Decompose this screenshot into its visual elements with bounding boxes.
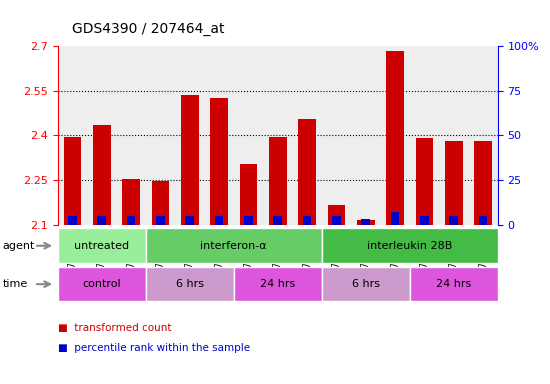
Bar [156, 216, 165, 225]
Bar [58, 228, 146, 263]
Bar [126, 216, 135, 225]
Bar [449, 216, 458, 225]
Bar [478, 216, 487, 225]
Bar [328, 205, 345, 225]
Bar [214, 216, 223, 225]
Text: 6 hrs: 6 hrs [352, 279, 379, 289]
Bar [322, 228, 498, 263]
Bar [298, 119, 316, 225]
Text: time: time [3, 279, 28, 289]
Text: interferon-α: interferon-α [200, 241, 267, 251]
Bar [302, 216, 311, 225]
Bar [357, 220, 375, 225]
Bar [416, 138, 433, 225]
Bar [64, 137, 81, 225]
Bar [93, 125, 111, 225]
Text: control: control [82, 279, 121, 289]
Text: untreated: untreated [74, 241, 129, 251]
Bar [322, 267, 410, 301]
Bar [361, 219, 370, 225]
Bar [410, 267, 498, 301]
Text: interleukin 28B: interleukin 28B [367, 241, 453, 251]
Text: 6 hrs: 6 hrs [176, 279, 204, 289]
Bar [390, 212, 399, 225]
Bar [58, 267, 146, 301]
Bar [386, 51, 404, 225]
Bar [181, 95, 199, 225]
Bar [332, 216, 341, 225]
Bar [152, 182, 169, 225]
Text: GDS4390 / 207464_at: GDS4390 / 207464_at [72, 22, 224, 36]
Bar [269, 137, 287, 225]
Bar [122, 179, 140, 225]
Text: ■  transformed count: ■ transformed count [58, 323, 171, 333]
Bar [146, 228, 322, 263]
Text: agent: agent [3, 241, 35, 251]
Text: 24 hrs: 24 hrs [260, 279, 295, 289]
Text: 24 hrs: 24 hrs [436, 279, 471, 289]
Bar [474, 141, 492, 225]
Bar [240, 164, 257, 225]
Bar [68, 216, 77, 225]
Bar [273, 216, 282, 225]
Bar [185, 216, 194, 225]
Bar [445, 141, 463, 225]
Bar [97, 216, 106, 225]
Text: ■  percentile rank within the sample: ■ percentile rank within the sample [58, 343, 250, 353]
Bar [146, 267, 234, 301]
Bar [420, 216, 429, 225]
Bar [234, 267, 322, 301]
Bar [244, 216, 253, 225]
Bar [210, 98, 228, 225]
